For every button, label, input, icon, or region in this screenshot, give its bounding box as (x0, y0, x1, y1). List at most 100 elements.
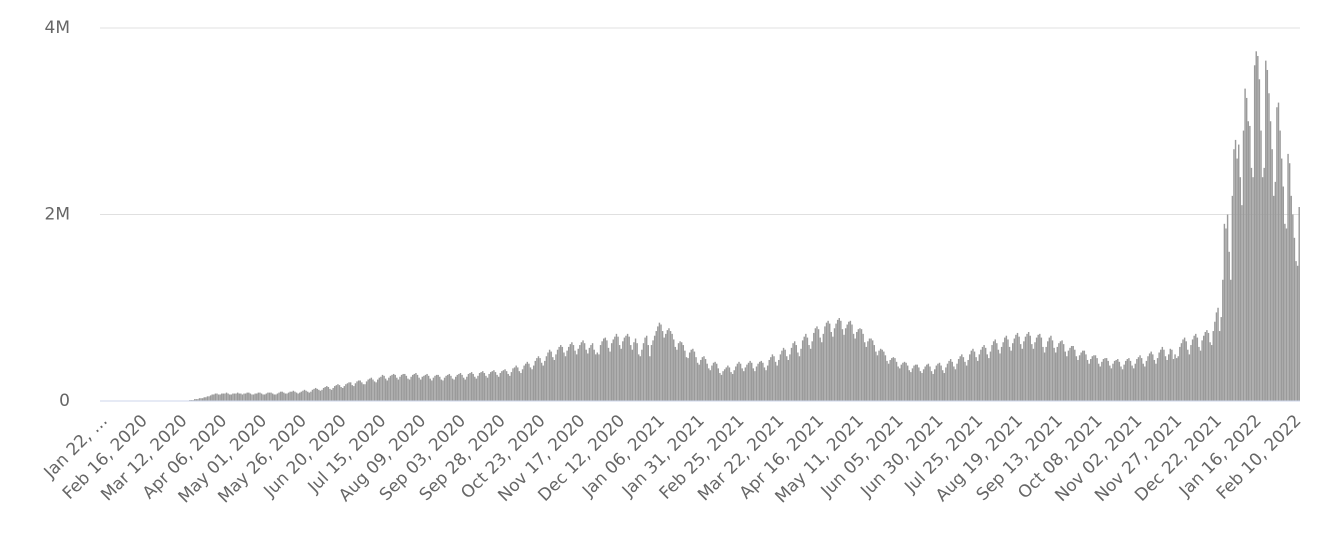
bar (383, 375, 385, 401)
bar (564, 356, 567, 401)
bar (1093, 355, 1095, 401)
bar (1265, 60, 1267, 401)
bar (373, 381, 376, 401)
bar (299, 392, 301, 401)
bar (806, 337, 809, 401)
bar (1008, 346, 1011, 401)
bar (300, 391, 303, 401)
bar (736, 363, 739, 401)
bar (717, 368, 720, 401)
bar (1230, 279, 1232, 401)
bar (380, 376, 382, 401)
bar (948, 360, 950, 401)
bar (459, 373, 462, 401)
bar (856, 331, 858, 401)
bar (862, 333, 864, 401)
bar (572, 345, 575, 401)
bar (1156, 358, 1159, 401)
bar (209, 395, 212, 401)
bar (766, 365, 769, 401)
bar (536, 358, 538, 401)
bar (879, 348, 882, 401)
bar (1097, 363, 1100, 401)
bar (1258, 79, 1261, 401)
bar (1142, 363, 1144, 401)
bar (1190, 345, 1192, 401)
bar (396, 377, 398, 401)
bar (658, 322, 661, 401)
bar (259, 392, 261, 401)
bar (1166, 359, 1168, 401)
bar (891, 358, 893, 401)
bar (1004, 337, 1006, 401)
bar (378, 377, 381, 401)
bar (744, 367, 747, 401)
bar (954, 369, 957, 401)
bar (499, 373, 501, 401)
bar (1132, 368, 1135, 401)
bar (835, 323, 837, 401)
bar (957, 359, 960, 401)
bar (696, 362, 699, 401)
bar (1288, 163, 1291, 401)
bar (1013, 338, 1016, 401)
bar (1083, 350, 1086, 401)
bar (1285, 228, 1288, 401)
bar (1226, 214, 1229, 401)
bar (466, 376, 468, 401)
bar (316, 388, 318, 401)
bar (765, 370, 767, 401)
bar (552, 357, 554, 401)
bar (305, 390, 307, 401)
bar (725, 367, 727, 401)
bar (978, 354, 981, 401)
bar (579, 345, 581, 401)
bar (353, 386, 355, 401)
bar (1268, 93, 1270, 402)
bar (1091, 356, 1094, 401)
bar (1158, 352, 1160, 401)
bar (345, 384, 347, 401)
bar (1273, 195, 1275, 401)
bar (1144, 366, 1146, 401)
bar (682, 345, 685, 401)
bar (232, 393, 234, 401)
bar (206, 396, 209, 401)
bar (478, 373, 481, 401)
bar (1115, 359, 1117, 401)
bar (1050, 335, 1052, 401)
bar (1185, 341, 1187, 401)
bar (959, 356, 961, 401)
bar (1048, 337, 1051, 401)
bar (531, 369, 533, 401)
bar (1112, 363, 1114, 401)
bar (566, 350, 568, 401)
bar (937, 363, 939, 401)
bar (1180, 343, 1183, 401)
bar (731, 373, 734, 401)
bar (1082, 350, 1084, 401)
bar (249, 393, 252, 401)
bar (1128, 358, 1130, 401)
bar (711, 365, 713, 401)
bar (924, 366, 926, 401)
bar (429, 378, 431, 401)
bar (926, 364, 928, 401)
bar (260, 393, 263, 401)
bar (873, 345, 875, 401)
bar (1064, 351, 1066, 401)
bar (561, 346, 564, 401)
bar (509, 375, 511, 401)
bar (482, 371, 484, 401)
bar (391, 374, 393, 401)
bar (846, 324, 848, 401)
bar (421, 376, 423, 401)
bar (244, 393, 247, 401)
bar (1120, 366, 1122, 401)
bar (1171, 349, 1173, 401)
bar (1069, 347, 1071, 401)
bar (727, 365, 729, 401)
bar (1255, 51, 1257, 401)
bar (1040, 337, 1043, 401)
bar (676, 349, 678, 401)
